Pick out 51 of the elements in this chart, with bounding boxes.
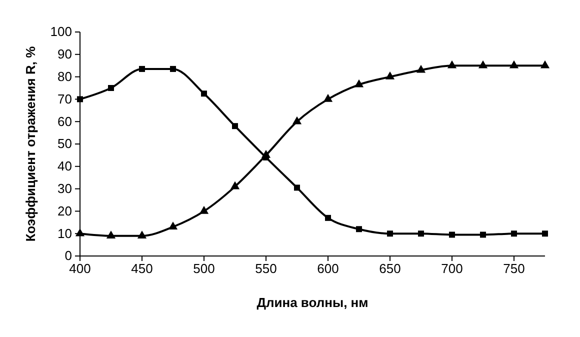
x-tick-label: 600 xyxy=(317,261,339,276)
point xyxy=(201,90,207,97)
point xyxy=(354,79,364,88)
y-tick-label: 70 xyxy=(58,91,72,106)
point xyxy=(106,230,116,238)
point xyxy=(416,64,426,73)
point xyxy=(323,94,333,102)
x-tick-label: 450 xyxy=(131,261,153,276)
y-tick-label: 90 xyxy=(58,46,72,62)
point xyxy=(418,230,424,237)
point xyxy=(232,123,238,130)
point xyxy=(356,226,362,232)
point xyxy=(168,222,178,230)
point xyxy=(170,66,176,72)
point xyxy=(108,85,114,91)
point xyxy=(199,206,209,214)
x-tick-label: 750 xyxy=(503,261,525,276)
y-tick-label: 40 xyxy=(58,158,72,174)
point xyxy=(137,230,147,238)
y-tick-label: 30 xyxy=(58,180,72,196)
y-tick-label: 50 xyxy=(58,136,72,152)
y-tick-label: 0 xyxy=(64,248,72,264)
point xyxy=(385,72,395,80)
y-tick-label: 100 xyxy=(50,24,72,40)
y-tick-label: 10 xyxy=(58,226,72,241)
x-tick-label: 700 xyxy=(441,261,463,276)
point xyxy=(449,232,455,238)
point xyxy=(480,232,486,238)
y-tick-label: 20 xyxy=(58,203,72,218)
point xyxy=(542,230,548,237)
y-tick-label: 60 xyxy=(58,114,72,129)
point xyxy=(139,66,145,72)
x-axis-title: Длина волны, нм xyxy=(256,295,368,310)
point xyxy=(387,230,393,237)
point xyxy=(511,230,517,237)
x-tick-label: 500 xyxy=(193,261,215,276)
point xyxy=(540,60,550,68)
x-tick-label: 650 xyxy=(379,261,401,276)
y-tick-label: 80 xyxy=(58,68,72,84)
point xyxy=(292,116,302,124)
point xyxy=(509,60,519,68)
point xyxy=(77,96,83,102)
point xyxy=(447,60,457,68)
x-tick-label: 550 xyxy=(255,261,277,276)
point xyxy=(230,181,240,190)
point xyxy=(294,184,300,191)
x-tick-label: 400 xyxy=(69,261,91,276)
point xyxy=(478,60,488,68)
point xyxy=(325,214,331,221)
point xyxy=(263,154,269,160)
y-axis-title: Коэффициент отражения R, % xyxy=(23,46,38,242)
